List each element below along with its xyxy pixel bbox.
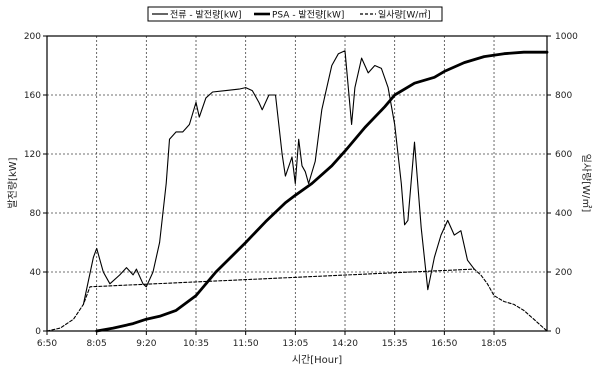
y-tick-label: 40 (30, 268, 42, 278)
y2-tick-label: 200 (555, 268, 572, 278)
x-tick-label: 6:50 (37, 339, 57, 349)
x-tick-label: 9:20 (136, 339, 156, 349)
series-line-2 (95, 50, 549, 333)
series-line-3 (46, 268, 548, 332)
legend-label-series-3: 일사량[W/㎡] (378, 9, 431, 21)
x-tick-label: 16:50 (431, 339, 457, 349)
x-axis-title: 시간[Hour] (292, 354, 342, 366)
plot-frame (46, 35, 548, 332)
y2-tick-label: 800 (555, 91, 572, 101)
y2-tick-label: 600 (555, 150, 572, 160)
y-tick-label: 160 (24, 91, 41, 101)
series-line-1 (82, 50, 475, 305)
y2-tick-label: 400 (555, 209, 572, 219)
legend-box (147, 6, 443, 22)
x-tick-label: 11:50 (233, 339, 259, 349)
y-tick-label: 120 (24, 150, 41, 160)
legend-label-series-2: PSA - 발전량[kW] (272, 9, 344, 21)
x-tick-label: 10:35 (183, 339, 209, 349)
x-tick-label: 13:05 (282, 339, 308, 349)
y-tick-label: 200 (24, 32, 41, 42)
y2-tick-label: 1000 (555, 32, 578, 42)
y2-tick-label: 0 (555, 327, 561, 337)
y-tick-label: 80 (30, 209, 42, 219)
y2-axis-title: 일사량[W/㎡] (580, 154, 592, 213)
x-tick-label: 18:05 (481, 339, 507, 349)
y-axis-title: 발전량[kW] (7, 157, 19, 208)
x-tick-label: 8:05 (87, 339, 107, 349)
x-tick-label: 14:20 (332, 339, 358, 349)
y-tick-label: 0 (35, 327, 41, 337)
axes: 0 40 80 120 160 200 0 200 400 600 800 1000 6:50 8:05 9… (24, 32, 578, 349)
legend: 전류 - 발전량[kW] PSA - 발전량[kW] 일사량[W/㎡] (147, 6, 443, 22)
series-layer (46, 50, 549, 333)
x-tick-label: 15:35 (382, 339, 408, 349)
grid (47, 36, 547, 331)
legend-label-series-1: 전류 - 발전량[kW] (170, 9, 242, 21)
